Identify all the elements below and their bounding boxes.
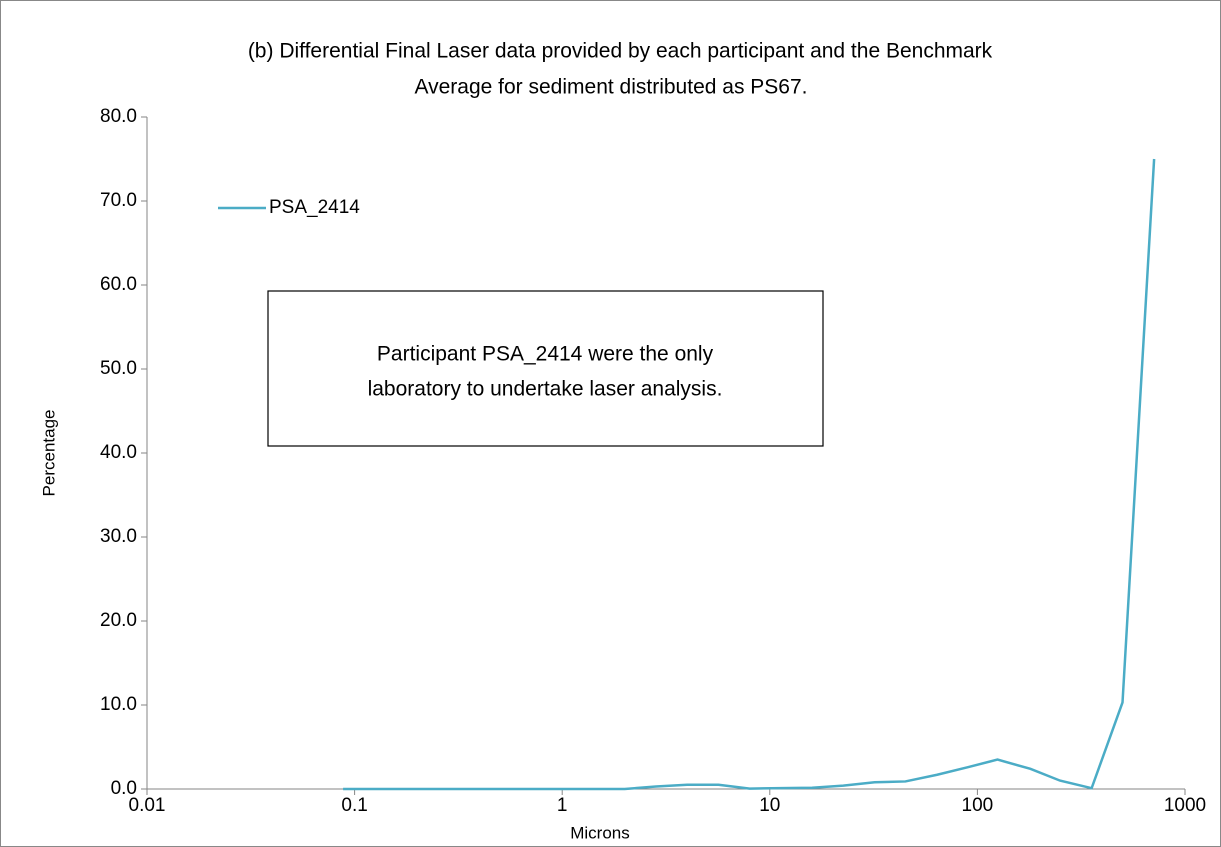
x-tick-label: 100 — [962, 795, 994, 816]
legend-label: PSA_2414 — [269, 197, 360, 218]
data-line — [343, 158, 1156, 791]
x-tick-label: 0.01 — [129, 795, 166, 816]
chart-title: Average for sediment distributed as PS67… — [414, 76, 807, 99]
y-tick-label: 20.0 — [100, 610, 137, 631]
x-tick-label: 0.1 — [341, 795, 367, 816]
annotation: laboratory to undertake laser analysis. — [368, 378, 723, 401]
x-tick-label: 1 — [557, 795, 568, 816]
y-tick-label: 80.0 — [100, 106, 137, 127]
y-tick-label: 70.0 — [100, 190, 137, 211]
y-tick-label: 60.0 — [100, 274, 137, 295]
x-tick-label: 1000 — [1164, 795, 1206, 816]
x-tick-label: 10 — [759, 795, 780, 816]
annotation: Participant PSA_2414 were the only — [377, 343, 714, 366]
y-tick-label: 0.0 — [111, 778, 137, 799]
annotation-box — [267, 290, 824, 447]
x-axis-label: Microns — [570, 823, 630, 842]
y-tick-label: 30.0 — [100, 526, 137, 547]
chart-title: (b) Differential Final Laser data provid… — [248, 40, 993, 63]
y-tick-label: 50.0 — [100, 358, 137, 379]
y-axis-label: Percentage — [39, 410, 58, 497]
y-tick-label: 40.0 — [100, 442, 137, 463]
y-tick-label: 10.0 — [100, 694, 137, 715]
